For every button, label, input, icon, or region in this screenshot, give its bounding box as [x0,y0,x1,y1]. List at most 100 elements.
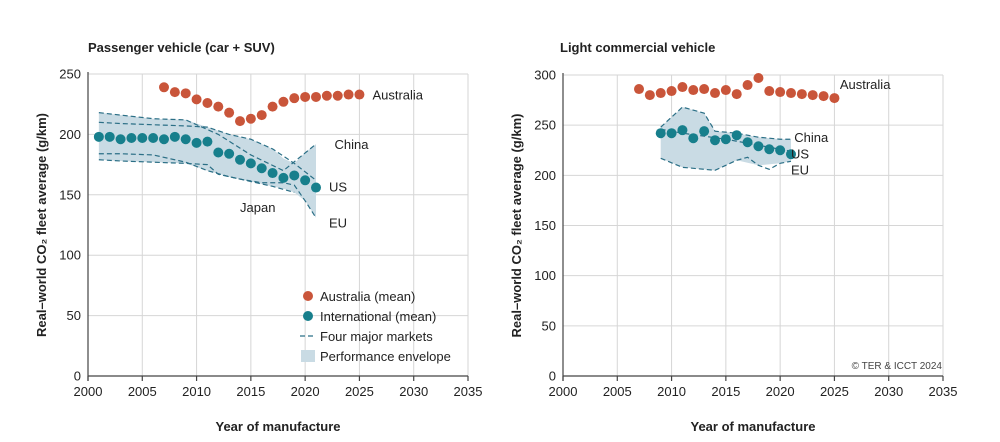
point-australia [289,93,300,104]
point-international [688,133,699,144]
point-australia [710,88,720,99]
point-international [180,134,191,145]
point-australia [267,101,278,112]
point-australia [807,90,818,101]
market-line-us [98,121,317,181]
y-tick-label: 0 [549,369,556,384]
point-international [677,125,688,136]
x-tick-label: 2010 [657,384,686,399]
point-australia [191,94,202,105]
annotation-japan: Japan [240,200,275,215]
x-tick-label: 2030 [874,384,903,399]
legend-marker-envelope [301,350,315,362]
point-australia [332,90,343,101]
annotation-eu: EU [329,216,347,231]
point-international [245,158,256,169]
y-tick-label: 100 [534,268,556,283]
point-international [742,137,753,148]
point-international [126,133,137,144]
legend-label: Performance envelope [320,349,451,364]
point-australia [180,88,191,99]
y-tick-label: 150 [534,218,556,233]
point-australia [300,91,311,102]
x-tick-label: 2005 [603,384,632,399]
point-australia [655,88,666,99]
x-tick-label: 2030 [399,384,428,399]
annotation-australia: Australia [840,77,891,92]
performance-envelope-area [98,112,316,218]
chart-title-lcv: Light commercial vehicle [560,40,716,55]
point-international [289,170,300,181]
y-tick-label: 100 [59,248,81,263]
x-axis-label: Year of manufacture [691,419,816,434]
point-international [213,147,224,158]
market-line-china [98,112,317,172]
annotation-us: US [329,179,347,194]
point-australia [354,89,365,100]
y-tick-label: 250 [534,118,556,133]
point-australia [311,91,321,102]
point-international [311,182,321,193]
point-international [169,131,180,142]
point-international [148,133,159,144]
point-international [764,144,775,155]
point-international [775,145,786,156]
point-international [191,137,202,148]
point-australia [677,82,688,93]
x-tick-label: 2035 [929,384,958,399]
point-international [278,172,289,183]
point-australia [634,84,644,95]
point-international [753,141,764,152]
x-axis-label: Year of manufacture [216,419,341,434]
point-australia [742,80,753,91]
legend-label: Four major markets [320,329,433,344]
x-tick-label: 2035 [454,384,483,399]
point-australia [753,73,764,84]
y-axis-label: Real–world CO₂ fleet average (g/km) [509,114,524,338]
point-australia [235,116,245,127]
point-australia [829,93,840,104]
point-international [786,149,796,160]
point-international [137,133,148,144]
point-international [202,136,213,147]
point-australia [321,90,332,101]
point-international [115,134,126,145]
point-international [699,126,710,137]
point-international [731,130,742,141]
point-australia [213,101,224,112]
x-tick-label: 2025 [820,384,849,399]
point-international [300,175,311,186]
point-international [256,163,267,174]
point-australia [775,87,786,98]
legend-marker-international [303,311,313,321]
x-tick-label: 2020 [766,384,795,399]
x-tick-label: 2015 [711,384,740,399]
x-tick-label: 2010 [182,384,211,399]
point-international [710,135,720,146]
point-international [267,168,278,179]
legend-label: Australia (mean) [320,289,415,304]
point-australia [731,89,742,100]
market-line-japan [98,153,295,193]
point-australia [796,89,807,100]
point-australia [343,89,354,100]
annotation-australia: Australia [372,88,423,103]
y-tick-label: 200 [59,127,81,142]
annotation-eu: EU [791,162,809,177]
chart-1: 0 50 100 150 200 250 300 2000 2005 2010 2015 2020 20… [509,68,957,435]
point-australia [688,85,699,96]
y-tick-label: 50 [542,318,556,333]
y-tick-label: 50 [67,308,81,323]
x-tick-label: 2000 [549,384,578,399]
market-line-eu [98,159,317,219]
point-international [224,148,235,159]
point-international [720,134,731,145]
point-australia [666,86,677,97]
x-tick-label: 2025 [345,384,374,399]
x-tick-label: 2015 [236,384,265,399]
y-axis-label: Real–world CO₂ fleet average (g/km) [34,113,49,337]
point-international [655,128,666,139]
market-line-china [660,106,791,140]
x-tick-label: 2005 [128,384,157,399]
